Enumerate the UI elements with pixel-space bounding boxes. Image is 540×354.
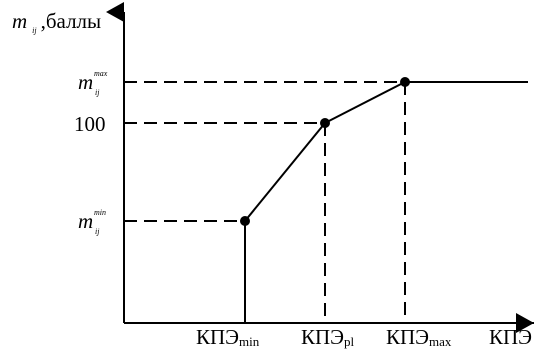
x-tick-label-min: КПЭmin (196, 325, 260, 349)
x-axis-label: КПЭ (489, 325, 532, 349)
x-tick-main-max: КПЭ (386, 325, 429, 349)
y-tick-symbol-min: m (78, 209, 93, 233)
x-tick-main-pl: КПЭ (301, 325, 344, 349)
data-point-pl (320, 118, 330, 128)
y-axis-subscript: ij (32, 26, 37, 35)
x-axis-title: КПЭ (489, 325, 532, 349)
y-axis-unit: ,баллы (41, 9, 102, 33)
y-tick-label-max: m max ij (78, 69, 108, 97)
x-tick-text-max: КПЭmax (386, 325, 452, 349)
x-tick-main-min: КПЭ (196, 325, 239, 349)
y-axis-title: m ij ,баллы (12, 9, 101, 37)
series-segment-3 (324, 81, 406, 124)
x-tick-sub-max: max (429, 334, 452, 349)
x-tick-label-pl: КПЭpl (301, 325, 355, 349)
guide-lines (124, 81, 406, 323)
x-tick-labels: КПЭmin КПЭpl КПЭmax (196, 325, 452, 349)
y-tick-label-100: 100 (74, 112, 106, 136)
series-segment-2 (244, 122, 326, 222)
data-points (240, 77, 410, 226)
y-tick-superscript-min: min (94, 208, 106, 217)
y-tick-subscript-max: ij (95, 88, 100, 97)
y-axis-symbol: m (12, 9, 27, 33)
x-tick-text-min: КПЭmin (196, 325, 260, 349)
y-tick-superscript-max: max (94, 69, 108, 78)
data-point-max (400, 77, 410, 87)
axes (106, 2, 534, 333)
series-lines (244, 81, 528, 323)
y-tick-symbol-max: m (78, 70, 93, 94)
x-tick-label-max: КПЭmax (386, 325, 452, 349)
data-point-min (240, 216, 250, 226)
svg-text:m ij ,баллы: m ij ,баллы (12, 9, 101, 37)
x-tick-sub-pl: pl (344, 334, 355, 349)
x-tick-text-pl: КПЭpl (301, 325, 355, 349)
y-tick-label-min: m min ij (78, 208, 106, 236)
y-tick-subscript-min: ij (95, 227, 100, 236)
x-tick-sub-min: min (239, 334, 260, 349)
